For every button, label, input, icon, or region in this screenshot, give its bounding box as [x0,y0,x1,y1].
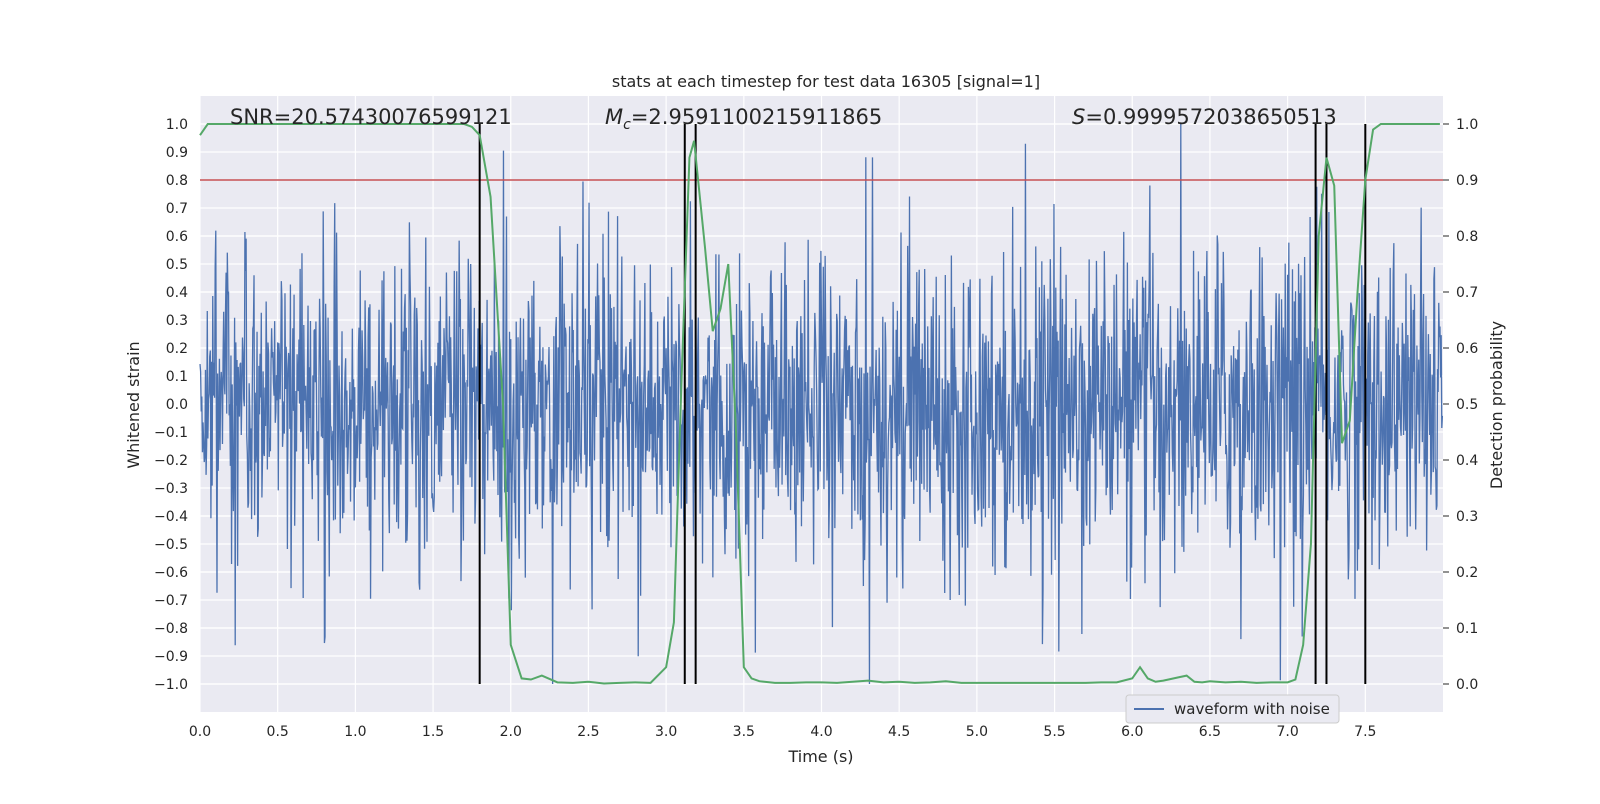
x-tick-label: 2.0 [500,724,522,740]
y-right-tick-label: 0.6 [1456,341,1478,357]
y-left-tick-label: −0.6 [154,565,188,581]
legend: waveform with noise [1125,694,1340,724]
y-right-tick-label: 0.2 [1456,565,1478,581]
y-left-axis-ticks: 1.0 0.9 0.8 0.7 0.6 0.5 0.4 0.3 0.2 0.1 0.0 −0.1 −0.… [154,117,188,693]
y-left-tick-label: −0.2 [154,453,188,469]
y-left-tick-label: −1.0 [154,677,188,693]
y-right-tick-label: 0.4 [1456,453,1478,469]
y-right-tick-label: 0.7 [1456,285,1478,301]
chart-title: stats at each timestep for test data 163… [612,72,1040,91]
x-tick-label: 7.0 [1276,724,1298,740]
y-left-tick-label: 0.3 [166,313,188,329]
x-tick-label: 1.5 [422,724,444,740]
y-left-tick-label: −0.4 [154,509,188,525]
snr-prefix: SNR= [230,105,291,129]
y-right-tick-label: 0.1 [1456,621,1478,637]
legend-label: waveform with noise [1174,700,1330,718]
x-tick-label: 2.5 [577,724,599,740]
y-right-tick-label: 0.3 [1456,509,1478,525]
y-left-tick-label: −0.7 [154,593,188,609]
y-right-tick-label: 1.0 [1456,117,1478,133]
s-symbol: S [1072,105,1085,129]
snr-value: 20.57430076599121 [291,105,511,129]
y-axis-label-left: Whitened strain [124,341,143,468]
s-annotation: S=0.9999572038650513 [1072,105,1337,129]
y-right-tick-label: 0.8 [1456,229,1478,245]
x-tick-label: 5.5 [1043,724,1065,740]
y-left-tick-label: −0.9 [154,649,188,665]
waveform-series [199,123,1444,685]
y-left-tick-label: 1.0 [166,117,188,133]
chirp-mass-value: =2.9591100215911865 [631,105,882,129]
x-tick-label: 4.5 [888,724,910,740]
y-right-tick-label: 0.0 [1456,677,1478,693]
x-tick-label: 1.0 [344,724,366,740]
legend-box [1125,694,1340,724]
y-left-tick-label: 0.2 [166,341,188,357]
y-axis-label-right: Detection probability [1487,321,1506,489]
waveform-line [199,123,1444,685]
probability-line [199,123,1440,685]
chirp-mass-subscript: c [623,117,631,133]
y-left-tick-label: 0.7 [166,201,188,217]
chirp-mass-annotation: Mc=2.9591100215911865 [605,105,882,133]
y-left-tick-label: 0.0 [166,397,188,413]
probability-series [199,123,1440,685]
x-tick-label: 0.0 [189,724,211,740]
x-tick-label: 5.0 [966,724,988,740]
x-tick-label: 3.0 [655,724,677,740]
vertical-markers [200,124,1443,684]
x-axis-label: Time (s) [787,747,853,766]
y-left-tick-label: 0.6 [166,229,188,245]
y-left-tick-label: −0.3 [154,481,188,497]
s-value: =0.9999572038650513 [1085,105,1336,129]
x-tick-label: 3.5 [733,724,755,740]
x-tick-label: 0.5 [267,724,289,740]
x-tick-label: 7.5 [1354,724,1376,740]
y-left-tick-label: 0.1 [166,369,188,385]
y-right-tick-label: 0.5 [1456,397,1478,413]
y-left-tick-label: 0.9 [166,145,188,161]
y-left-tick-label: −0.5 [154,537,188,553]
y-left-tick-label: 0.8 [166,173,188,189]
y-right-tick-label: 0.9 [1456,173,1478,189]
y-right-axis-ticks: 1.0 0.9 0.8 0.7 0.6 0.5 0.4 0.3 0.2 0.1 0.0 [1443,117,1478,693]
y-left-tick-label: 0.4 [166,285,188,301]
chirp-mass-symbol: M [605,105,623,129]
snr-annotation: SNR=20.57430076599121 [230,105,512,129]
x-tick-label: 6.0 [1121,724,1143,740]
y-left-tick-label: 0.5 [166,257,188,273]
y-left-tick-label: −0.1 [154,425,188,441]
x-axis-ticks: 0.0 0.5 1.0 1.5 2.0 2.5 3.0 3.5 4.0 4.5 5.0 5.5 6.0 6… [189,724,1377,740]
x-tick-label: 6.5 [1199,724,1221,740]
x-tick-label: 4.0 [810,724,832,740]
y-left-tick-label: −0.8 [154,621,188,637]
